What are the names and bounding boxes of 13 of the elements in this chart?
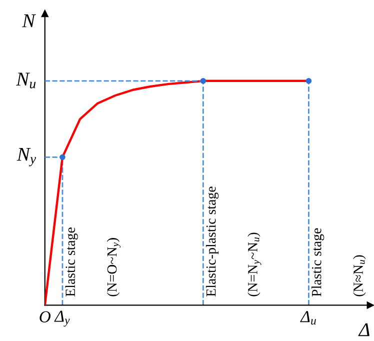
x-axis-title: Δ bbox=[358, 323, 370, 336]
ref-line-label: N$_{y}$ bbox=[16, 148, 36, 166]
x-tick-label: Δ$_{y}$ bbox=[54, 310, 70, 327]
ref-line-label: N$_{u}$ bbox=[16, 72, 36, 88]
annotation: Elastic stage bbox=[65, 228, 78, 296]
annotation: (N=O~N$_{y}$) bbox=[106, 238, 121, 296]
annotation: Plastic stage bbox=[311, 228, 324, 296]
annotation: Elastic-plastic stage bbox=[206, 186, 219, 296]
annotation: (N=N$_{y}$~N$_{u}$) bbox=[248, 232, 262, 296]
annotation: (N≈N$_{u}$) bbox=[353, 255, 366, 296]
x-tick-label: Δ$_{u}$ bbox=[300, 311, 316, 325]
x-tick-label: O bbox=[40, 311, 51, 322]
y-axis-title: N bbox=[22, 14, 36, 28]
